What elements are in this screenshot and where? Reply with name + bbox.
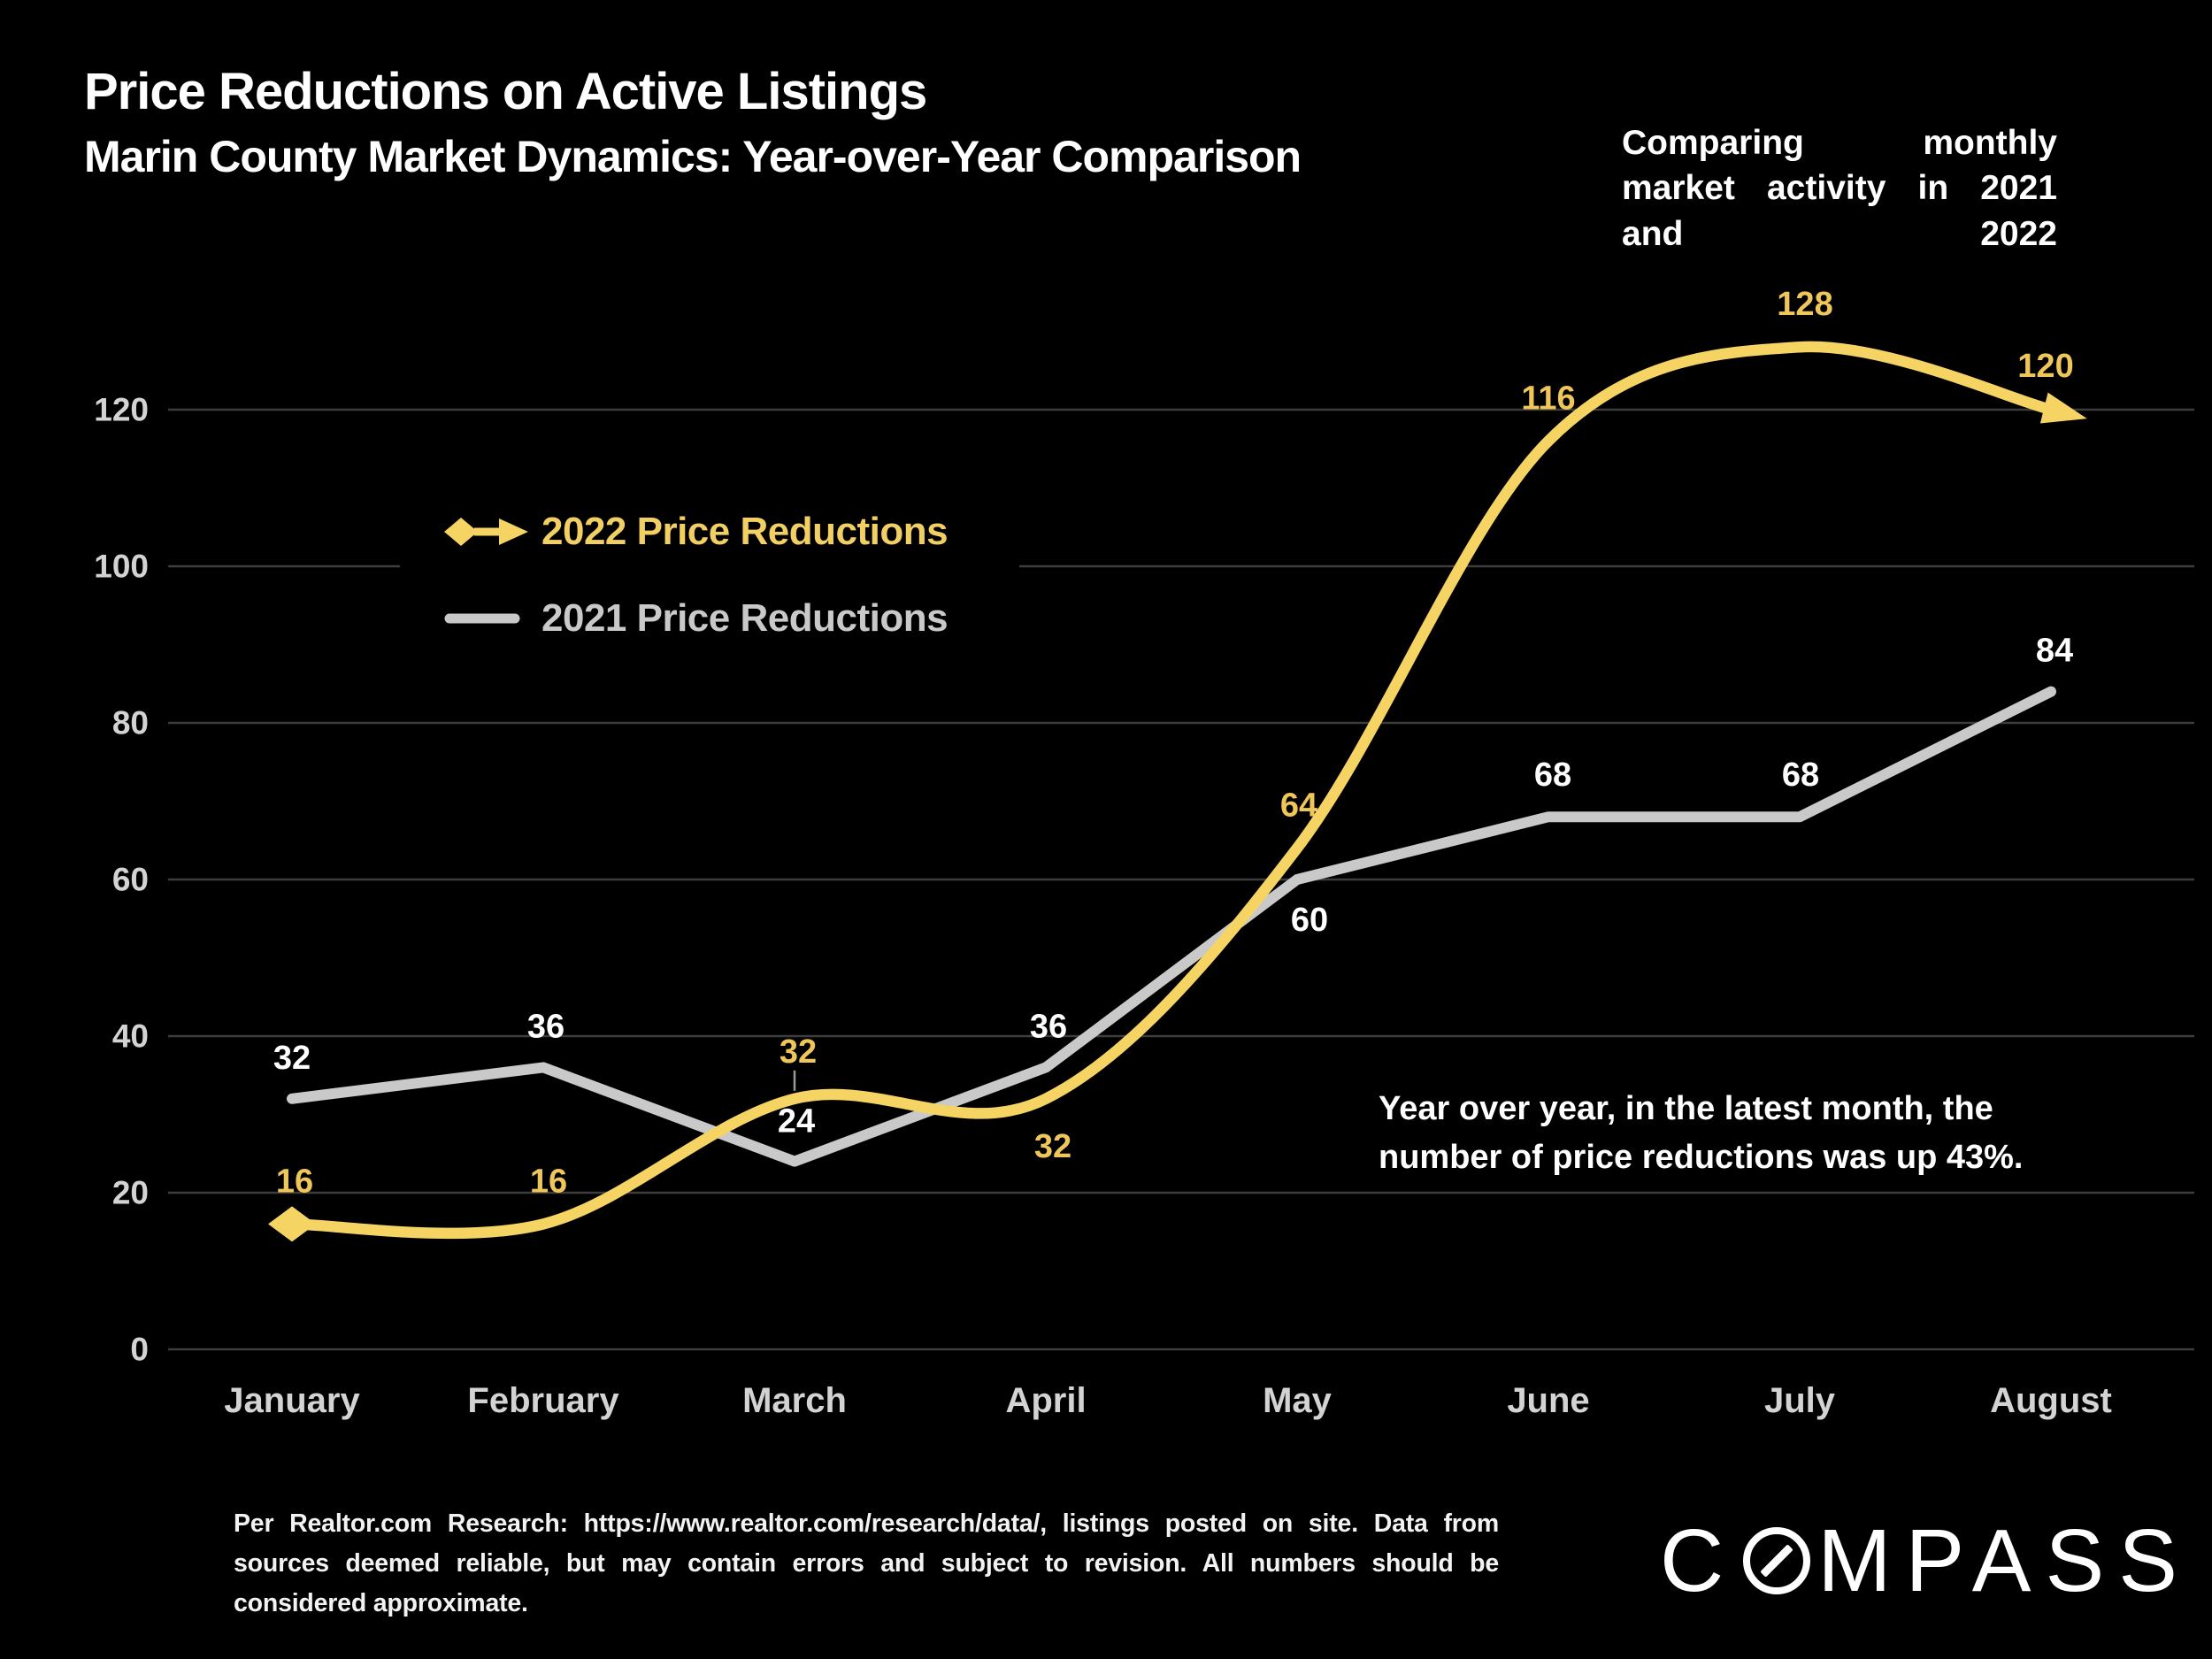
legend-label-2021: 2021 Price Reductions <box>541 596 949 640</box>
compass-o-needle-icon <box>1743 1527 1811 1594</box>
data-label-2021-march: 24 <box>778 1103 815 1141</box>
page-subtitle: Marin County Market Dynamics: Year-over-… <box>84 132 1302 181</box>
y-tick-label-80: 80 <box>112 705 149 741</box>
x-axis-label-march: March <box>742 1381 847 1420</box>
callout-annotation: Year over year, in the latest month, the… <box>1379 1090 2024 1177</box>
legend-item-2021: 2021 Price Reductions <box>400 575 1019 662</box>
series-2021-marker-icon <box>444 613 520 624</box>
x-axis-label-january: January <box>224 1381 360 1420</box>
data-label-2021-june: 68 <box>1534 757 1571 794</box>
x-axis-label-june: June <box>1507 1381 1589 1420</box>
data-label-2022-january: 16 <box>276 1163 313 1200</box>
data-label-2022-march: 32 <box>780 1033 817 1071</box>
y-tick-label-0: 0 <box>130 1332 149 1368</box>
logo-letters-mpass: MPASS <box>1817 1511 2192 1610</box>
y-tick-label-20: 20 <box>112 1175 149 1211</box>
x-axis-label-may: May <box>1263 1381 1333 1420</box>
data-label-2022-february: 16 <box>530 1163 567 1200</box>
data-label-2022-april: 32 <box>1034 1128 1071 1165</box>
data-label-2021-january: 32 <box>273 1040 311 1077</box>
x-axis-label-july: July <box>1764 1381 1836 1420</box>
series-2022-start-diamond <box>268 1206 316 1242</box>
data-label-2022-august: 120 <box>2017 348 2073 385</box>
legend-item-2022: 2022 Price Reductions <box>400 488 1019 575</box>
series-2022-marker-icon <box>444 518 528 546</box>
x-axis-label-august: August <box>1990 1381 2112 1420</box>
x-axis-label-april: April <box>1005 1381 1086 1420</box>
series-line-2021 <box>287 686 2056 1167</box>
data-label-2022-june: 116 <box>1521 380 1575 417</box>
series-2022-end-arrow <box>2039 392 2087 424</box>
y-tick-label-120: 120 <box>94 392 149 428</box>
y-tick-label-60: 60 <box>112 862 149 898</box>
compass-logo: C MPASS <box>1660 1517 2192 1605</box>
series-line-2022 <box>286 341 2057 1240</box>
legend-label-2022: 2022 Price Reductions <box>541 510 949 553</box>
x-axis-label-february: February <box>467 1381 619 1420</box>
page-title: Price Reductions on Active Listings <box>84 63 927 120</box>
data-label-2022-july: 128 <box>1777 286 1832 323</box>
data-label-2021-april: 36 <box>1030 1008 1067 1045</box>
chart-legend: 2022 Price Reductions 2021 Price Reducti… <box>400 485 1019 665</box>
y-tick-label-100: 100 <box>94 549 149 585</box>
logo-letter-c: C <box>1660 1511 1739 1610</box>
y-tick-label-40: 40 <box>112 1018 149 1055</box>
data-label-2021-august: 84 <box>2036 633 2073 670</box>
data-label-2022-may: 64 <box>1280 787 1317 825</box>
data-label-2021-may: 60 <box>1291 902 1328 939</box>
data-label-2021-february: 36 <box>527 1008 565 1045</box>
header-note: Comparing monthly market activity in 202… <box>1622 124 2057 253</box>
source-disclaimer: Per Realtor.com Research: https://www.re… <box>234 1509 1499 1618</box>
data-label-2021-july: 68 <box>1782 757 1819 794</box>
